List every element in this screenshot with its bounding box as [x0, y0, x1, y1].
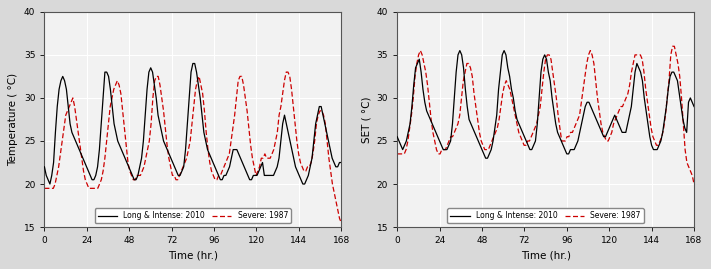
- Long & Intense: 2010: (35.5, 35.5): 2010: (35.5, 35.5): [456, 49, 464, 52]
- Severe: 1987: (95.6, 21): 1987: (95.6, 21): [209, 174, 218, 177]
- Line: Long & Intense: 2010: Long & Intense: 2010: [397, 51, 694, 158]
- Severe: 1987: (0, 23.5): 1987: (0, 23.5): [393, 152, 402, 155]
- Legend: Long & Intense: 2010, Severe: 1987: Long & Intense: 2010, Severe: 1987: [447, 208, 643, 223]
- Line: Long & Intense: 2010: Long & Intense: 2010: [44, 63, 341, 184]
- Severe: 1987: (137, 33): 1987: (137, 33): [282, 70, 291, 74]
- Long & Intense: 2010: (137, 33.5): 2010: (137, 33.5): [634, 66, 643, 69]
- Long & Intense: 2010: (14.6, 31): 2010: (14.6, 31): [419, 88, 427, 91]
- Severe: 1987: (168, 15.5): 1987: (168, 15.5): [337, 221, 346, 224]
- Severe: 1987: (98.6, 21): 1987: (98.6, 21): [215, 174, 223, 177]
- Long & Intense: 2010: (168, 22.5): 2010: (168, 22.5): [337, 161, 346, 164]
- Severe: 1987: (30.2, 19.5): 1987: (30.2, 19.5): [93, 187, 102, 190]
- Long & Intense: 2010: (136, 34): 2010: (136, 34): [633, 62, 641, 65]
- Severe: 1987: (86, 35): 1987: (86, 35): [545, 53, 553, 56]
- Long & Intense: 2010: (84, 34): 2010: (84, 34): [188, 62, 197, 65]
- Y-axis label: SET ( °C): SET ( °C): [361, 96, 371, 143]
- Severe: 1987: (168, 20): 1987: (168, 20): [690, 182, 698, 186]
- X-axis label: Time (hr.): Time (hr.): [168, 251, 218, 261]
- Long & Intense: 2010: (168, 29): 2010: (168, 29): [690, 105, 698, 108]
- Long & Intense: 2010: (56.3, 28): 2010: (56.3, 28): [493, 114, 501, 117]
- Severe: 1987: (22.3, 24): 1987: (22.3, 24): [432, 148, 441, 151]
- Long & Intense: 2010: (113, 27.5): 2010: (113, 27.5): [592, 118, 601, 121]
- Long & Intense: 2010: (76.7, 21): 2010: (76.7, 21): [176, 174, 184, 177]
- Long & Intense: 2010: (57.4, 31): 2010: (57.4, 31): [494, 88, 503, 91]
- Y-axis label: Temperature ( °C): Temperature ( °C): [9, 73, 18, 166]
- Long & Intense: 2010: (0, 25.5): 2010: (0, 25.5): [393, 135, 402, 138]
- Long & Intense: 2010: (47.7, 22): 2010: (47.7, 22): [124, 165, 133, 168]
- Severe: 1987: (134, 29): 1987: (134, 29): [277, 105, 285, 108]
- Severe: 1987: (84, 34.5): 1987: (84, 34.5): [541, 58, 550, 61]
- X-axis label: Time (hr.): Time (hr.): [520, 251, 571, 261]
- Long & Intense: 2010: (134, 25): 2010: (134, 25): [277, 139, 285, 143]
- Severe: 1987: (48.3, 21.5): 1987: (48.3, 21.5): [125, 169, 134, 173]
- Severe: 1987: (23.3, 23.5): 1987: (23.3, 23.5): [434, 152, 442, 155]
- Long & Intense: 2010: (50.1, 23): 2010: (50.1, 23): [481, 157, 490, 160]
- Long & Intense: 2010: (0, 22): 2010: (0, 22): [40, 165, 48, 168]
- Severe: 1987: (57.3, 23): 1987: (57.3, 23): [141, 157, 150, 160]
- Severe: 1987: (110, 35): 1987: (110, 35): [588, 53, 597, 56]
- Line: Severe: 1987: Severe: 1987: [397, 46, 694, 184]
- Line: Severe: 1987: Severe: 1987: [44, 72, 341, 223]
- Severe: 1987: (156, 36): 1987: (156, 36): [668, 45, 677, 48]
- Long & Intense: 2010: (124, 21): 2010: (124, 21): [260, 174, 269, 177]
- Severe: 1987: (59.7, 30.5): 1987: (59.7, 30.5): [498, 92, 507, 95]
- Long & Intense: 2010: (3.11, 20): 2010: (3.11, 20): [46, 182, 54, 186]
- Long & Intense: 2010: (158, 28): 2010: (158, 28): [319, 114, 327, 117]
- Long & Intense: 2010: (146, 20): 2010: (146, 20): [299, 182, 307, 186]
- Severe: 1987: (0, 19.5): 1987: (0, 19.5): [40, 187, 48, 190]
- Legend: Long & Intense: 2010, Severe: 1987: Long & Intense: 2010, Severe: 1987: [95, 208, 291, 223]
